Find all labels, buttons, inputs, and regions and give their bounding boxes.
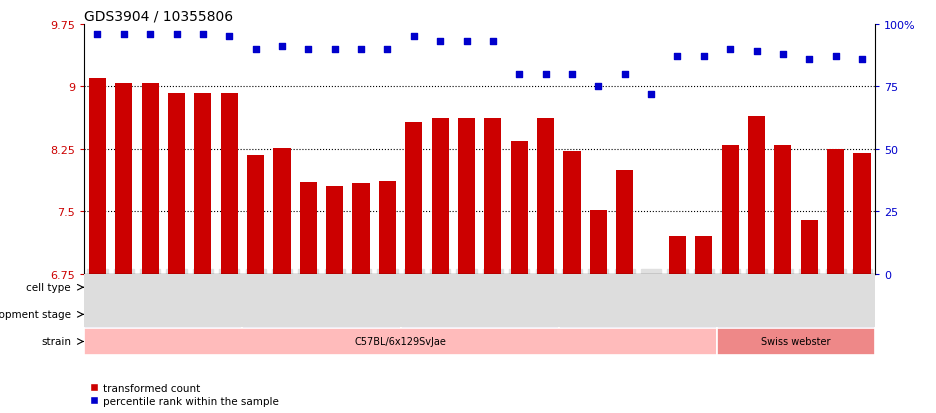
Text: strain: strain <box>41 337 71 347</box>
Point <box>591 84 606 90</box>
Bar <box>695 237 712 274</box>
Point <box>564 71 579 78</box>
Bar <box>590 210 607 274</box>
Point <box>670 54 685 60</box>
Bar <box>431 119 448 274</box>
Bar <box>84 274 401 301</box>
Bar <box>722 145 739 274</box>
Point <box>274 44 289 50</box>
Text: undifferentiated: undifferentiated <box>440 310 519 320</box>
Bar <box>748 117 765 274</box>
Point <box>354 46 369 53</box>
Point <box>90 31 105 38</box>
Point <box>196 31 211 38</box>
Bar <box>379 182 396 274</box>
Bar <box>484 119 502 274</box>
Bar <box>221 94 238 274</box>
Point <box>802 56 817 63</box>
Point <box>749 49 764 55</box>
Bar <box>800 220 818 274</box>
Bar <box>511 142 528 274</box>
Bar <box>273 149 290 274</box>
Bar <box>642 274 660 280</box>
Text: undifferentiated: undifferentiated <box>124 310 203 320</box>
Point <box>775 51 790 58</box>
Text: development stage: development stage <box>0 310 71 320</box>
Bar <box>89 79 106 274</box>
Bar <box>247 156 264 274</box>
Text: induced pluripotent stem cells: induced pluripotent stem cells <box>484 282 634 292</box>
Bar <box>326 187 344 274</box>
Text: non-definitive
endoderm: non-definitive endoderm <box>762 304 830 325</box>
Point <box>380 46 395 53</box>
Bar <box>405 123 422 274</box>
Bar <box>242 301 401 328</box>
Bar <box>827 150 844 274</box>
Point <box>459 39 474 45</box>
Point <box>169 31 184 38</box>
Point <box>432 39 447 45</box>
Text: Swiss webster: Swiss webster <box>761 337 831 347</box>
Text: definitive endoderm: definitive endoderm <box>589 310 687 320</box>
Point <box>486 39 501 45</box>
Text: definitive endoderm: definitive endoderm <box>272 310 371 320</box>
Bar <box>774 145 792 274</box>
Bar <box>559 301 717 328</box>
Bar <box>168 94 185 274</box>
Bar <box>195 94 212 274</box>
Bar <box>717 274 875 301</box>
Text: E8.25 mouse embryo: E8.25 mouse embryo <box>744 282 848 292</box>
Bar <box>141 84 159 274</box>
Legend: transformed count, percentile rank within the sample: transformed count, percentile rank withi… <box>90 383 279 406</box>
Bar <box>458 119 475 274</box>
Point <box>248 46 263 53</box>
Point <box>512 71 527 78</box>
Point <box>328 46 343 53</box>
Bar <box>353 183 370 274</box>
Text: GDS3904 / 10355806: GDS3904 / 10355806 <box>84 9 233 24</box>
Point <box>142 31 157 38</box>
Point <box>300 46 315 53</box>
Point <box>644 91 659 98</box>
Bar <box>616 170 634 274</box>
Point <box>222 34 237 40</box>
Bar <box>401 301 559 328</box>
Point <box>538 71 553 78</box>
Bar <box>84 301 242 328</box>
Point <box>855 56 870 63</box>
Bar <box>84 328 717 355</box>
Point <box>617 71 632 78</box>
Bar <box>115 84 132 274</box>
Point <box>723 46 738 53</box>
Bar <box>717 328 875 355</box>
Point <box>116 31 131 38</box>
Bar <box>669 237 686 274</box>
Text: cell type: cell type <box>26 282 71 292</box>
Bar <box>537 119 554 274</box>
Point <box>406 34 421 40</box>
Bar <box>401 274 717 301</box>
Bar <box>854 154 870 274</box>
Bar <box>717 301 875 328</box>
Bar <box>300 183 317 274</box>
Text: embryonic stem cells: embryonic stem cells <box>190 282 295 292</box>
Point <box>696 54 711 60</box>
Bar <box>563 152 580 274</box>
Text: C57BL/6x129SvJae: C57BL/6x129SvJae <box>355 337 446 347</box>
Point <box>828 54 843 60</box>
